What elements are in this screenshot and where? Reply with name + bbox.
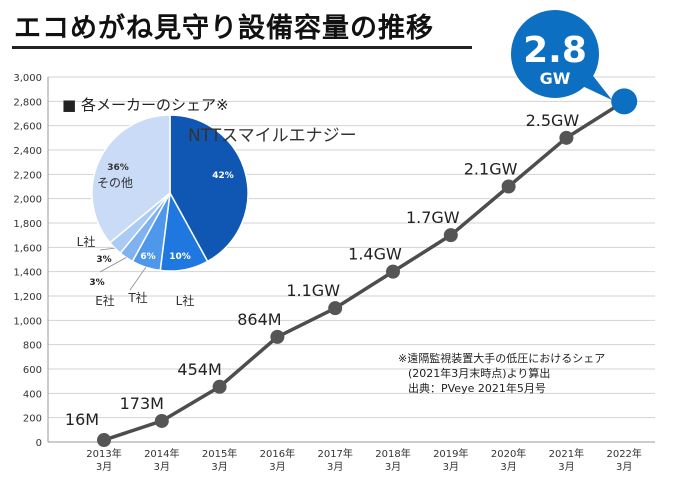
y-tick-label: 1,400 bbox=[13, 268, 42, 279]
data-point bbox=[154, 413, 169, 428]
x-tick-label: 2014年 3月 bbox=[144, 447, 179, 473]
x-tick-label: 2021年 3月 bbox=[549, 447, 584, 473]
x-tick-label: 2016年 3月 bbox=[260, 447, 295, 473]
highlight-bubble-tail bbox=[578, 72, 612, 100]
highlight-bubble bbox=[511, 10, 599, 98]
note-line-3: 出典：PVeye 2021年5月号 bbox=[408, 381, 546, 395]
y-tick-label: 400 bbox=[23, 389, 42, 400]
x-tick-label: 2019年 3月 bbox=[433, 447, 468, 473]
pie-leader-line bbox=[99, 257, 127, 273]
pie-name-label: その他 bbox=[97, 176, 133, 190]
data-point bbox=[328, 301, 343, 316]
data-label: 2.5GW bbox=[526, 111, 580, 130]
highlight-unit: GW bbox=[540, 69, 571, 88]
data-point bbox=[501, 179, 516, 194]
capacity-series-line bbox=[103, 99, 626, 442]
page-title: エコめがね見守り設備容量の推移 bbox=[14, 13, 434, 44]
y-tick-label: 200 bbox=[23, 414, 42, 425]
y-tick-label: 600 bbox=[23, 365, 42, 376]
y-tick-label: 1,600 bbox=[13, 243, 42, 254]
data-point bbox=[559, 130, 574, 145]
pie-title: ■ 各メーカーのシェア※ bbox=[62, 96, 229, 114]
pie-percent-label: 6% bbox=[140, 252, 155, 262]
y-tick-label: 1,800 bbox=[13, 219, 42, 230]
note-line-1: ※遠隔監視装置大手の低圧におけるシェア bbox=[398, 351, 605, 365]
x-tick-label: 2020年 3月 bbox=[491, 447, 526, 473]
pie-percent-label: 3% bbox=[89, 278, 104, 288]
pie-slice bbox=[169, 114, 249, 263]
data-point bbox=[212, 379, 227, 394]
data-label: 2.1GW bbox=[464, 160, 518, 179]
pie-percent-label: 3% bbox=[96, 255, 111, 265]
y-tick-label: 2,000 bbox=[13, 195, 42, 206]
pie-name-label: NTTスマイルエナジー bbox=[188, 126, 357, 146]
pie-leader-line bbox=[99, 247, 115, 251]
pie-name-label: T社 bbox=[127, 290, 147, 305]
data-label: 454M bbox=[177, 360, 221, 379]
data-label: 1.4GW bbox=[348, 245, 402, 264]
pie-percent-label: 42% bbox=[212, 171, 234, 181]
data-label: 864M bbox=[237, 310, 281, 329]
pie-name-label: L社 bbox=[176, 293, 195, 308]
data-point bbox=[443, 228, 458, 243]
y-tick-label: 3,000 bbox=[13, 73, 42, 84]
y-tick-label: 2,800 bbox=[13, 97, 42, 108]
data-label: 1.1GW bbox=[286, 281, 340, 300]
pie-slice bbox=[91, 114, 171, 244]
data-point bbox=[386, 264, 400, 279]
y-tick-label: 1,000 bbox=[13, 316, 42, 327]
data-point bbox=[97, 433, 111, 448]
highlight-value: 2.8 bbox=[523, 30, 587, 71]
y-tick-label: 2,600 bbox=[13, 122, 42, 133]
x-tick-label: 2018年 3月 bbox=[375, 447, 410, 473]
data-label: 173M bbox=[120, 394, 164, 413]
pie-name-label: L社 bbox=[77, 234, 96, 249]
pie-name-label: E社 bbox=[95, 293, 115, 308]
pie-percent-label: 36% bbox=[107, 163, 129, 173]
data-label: 1.7GW bbox=[406, 208, 460, 227]
title-underline bbox=[12, 46, 472, 49]
highlight-point bbox=[611, 88, 638, 115]
x-tick-label: 2013年 3月 bbox=[86, 447, 121, 473]
y-tick-label: 800 bbox=[23, 341, 42, 352]
data-point bbox=[270, 329, 285, 344]
y-tick-label: 1,200 bbox=[13, 292, 42, 303]
pie-leader-line bbox=[129, 266, 147, 291]
x-tick-label: 2017年 3月 bbox=[317, 447, 352, 473]
y-tick-label: 2,400 bbox=[13, 146, 42, 157]
data-label: 16M bbox=[65, 410, 99, 429]
x-tick-label: 2022年 3月 bbox=[606, 447, 641, 473]
pie-percent-label: 10% bbox=[169, 252, 191, 262]
note-line-2: (2021年3月末時点)より算出 bbox=[408, 366, 550, 380]
y-tick-label: 2,200 bbox=[13, 170, 42, 181]
y-tick-label: 0 bbox=[36, 438, 42, 449]
x-tick-label: 2015年 3月 bbox=[202, 447, 237, 473]
